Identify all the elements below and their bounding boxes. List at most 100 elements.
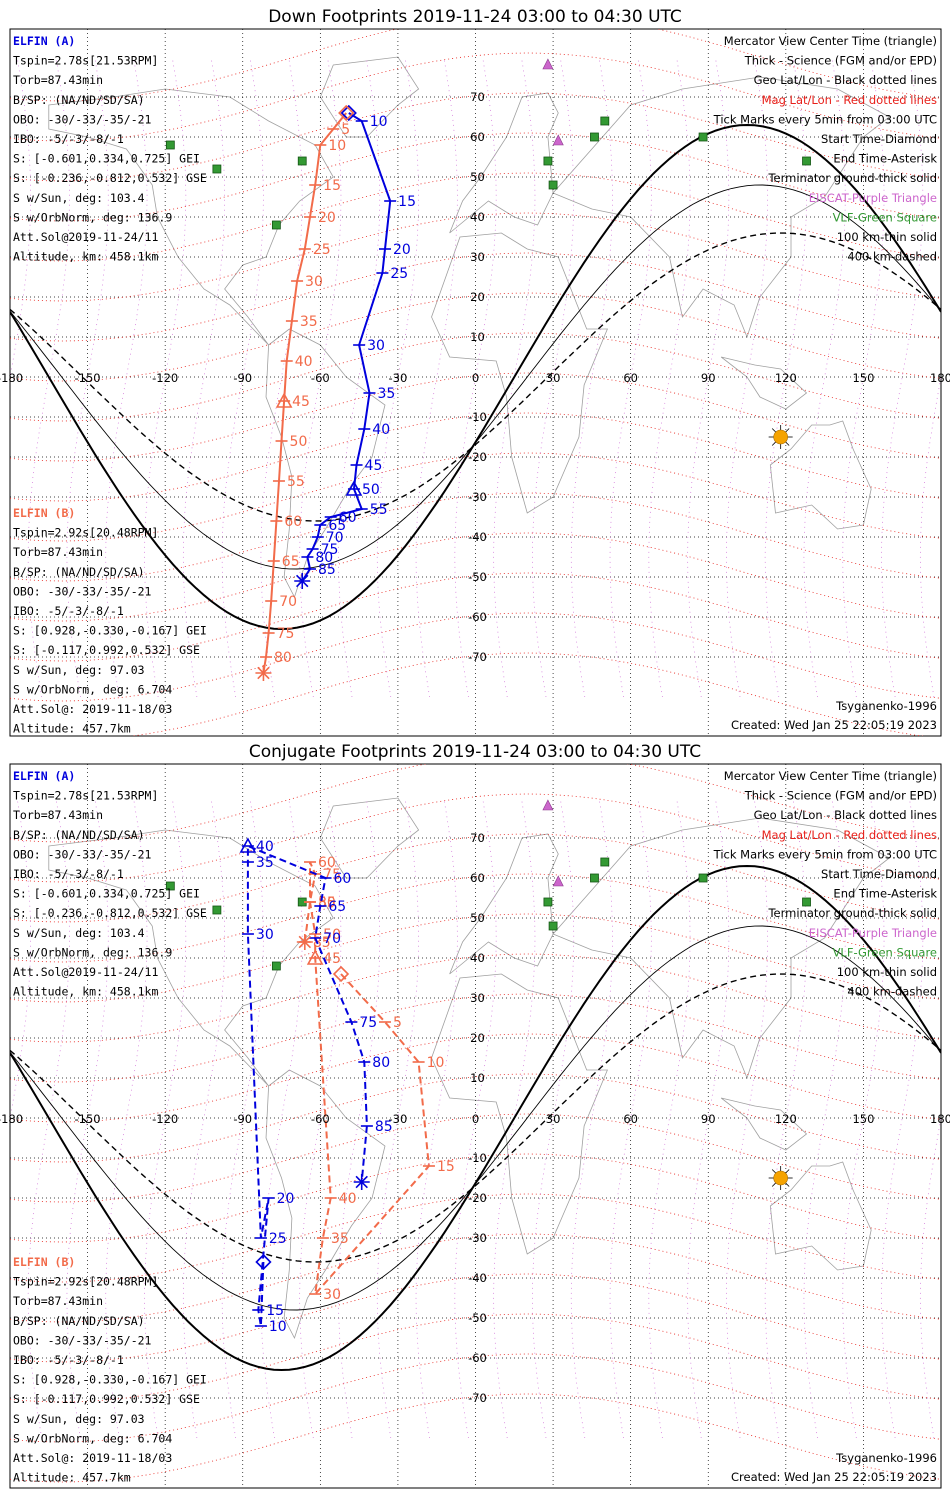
legend-entry: VLF-Green Square [833,210,937,224]
elfin-a-time-label: 30 [256,927,274,943]
elfin-a-info-line: S: [-0.601,0.334,0.725] GEI [13,887,200,901]
elfin-b-time-label: 30 [323,1287,341,1303]
coastline-6 [319,797,420,879]
elfin-b-info-line: Att.Sol@: 2019-11-18/03 [13,702,172,716]
lat-tick-label: 60 [470,130,485,144]
subsolar-sun-icon [773,1170,788,1186]
elfin-b-info-line: S w/Sun, deg: 97.03 [13,663,145,677]
legend-entry: VLF-Green Square [833,945,937,959]
elfin-a-info-line: IBO: -5/-3/-8/-1 [13,867,124,881]
legend-entry: EISCAT-Purple Triangle [809,191,937,205]
vlf-station-icon [543,156,553,166]
elfin-a-info-line: Torb=87.43min [13,73,103,87]
elfin-a-info-line: OBO: -30/-33/-35/-21 [13,847,152,861]
legend-entry: EISCAT-Purple Triangle [809,926,937,940]
coastline-4 [552,76,891,339]
elfin-b-time-label: 40 [295,354,313,370]
elfin-a-info-line: S: [-0.236,-0.812,0.532] GSE [13,906,207,920]
vlf-station-icon [698,132,708,142]
elfin-b-time-label: 5 [341,122,350,138]
coastline-5 [769,1161,872,1271]
vlf-station-icon [165,140,175,150]
mag-parallel [10,1273,941,1363]
elfin-b-time-label: 30 [305,274,323,290]
coastline-3 [431,973,608,1255]
created-timestamp: Created: Wed Jan 25 22:05:19 2023 [731,1470,937,1484]
vlf-station-icon [590,132,599,142]
elfin-a-info-line: S w/Sun, deg: 103.4 [13,191,145,205]
eiscat-station-icon [542,58,554,70]
vlf-station-icon [271,220,281,230]
lon-tick-label: 60 [623,1112,638,1126]
elfin-a-time-label: 75 [359,1015,377,1031]
elfin-b-time-label: 10 [328,138,346,154]
elfin-b-info-line: S: [0.928,-0.330,-0.167] GEI [13,624,207,638]
elfin-b-time-label: 40 [339,1191,357,1207]
lat-tick-label: -30 [468,1231,487,1245]
legend-entry: Mercator View Center Time (triangle) [724,769,937,783]
vlf-station-icon [548,921,558,931]
legend-entry: End Time-Asterisk [833,152,937,166]
elfin-b-center-triangle-icon [275,392,293,408]
mag-parallel [10,1353,941,1443]
elfin-b-heading: ELFIN (B) [13,506,75,520]
elfin-a-info-line: Torb=87.43min [13,808,103,822]
lat-tick-label: 10 [470,1071,485,1085]
coastline-2 [449,92,559,234]
elfin-a-time-label: 45 [365,458,383,474]
lat-tick-label: -50 [468,570,487,584]
lat-tick-label: -20 [468,1191,487,1205]
elfin-b-info-line: IBO: -5/-3/-8/-1 [13,604,124,618]
elfin-a-info-line: IBO: -5/-3/-8/-1 [13,132,124,146]
mag-parallel [10,833,941,923]
model-name: Tsyganenko-1996 [835,1451,937,1465]
elfin-a-time-label: 75 [321,542,339,558]
elfin-b-time-label: 70 [279,594,297,610]
vlf-station-icon [600,116,610,126]
elfin-b-time-label: 35 [300,314,318,330]
elfin-b-time-label: 45 [323,951,341,967]
elfin-b-info-line: B/SP: (NA/ND/SD/SA) [13,1314,145,1328]
mag-parallel [10,532,941,622]
elfin-b-time-label: 15 [437,1159,455,1175]
plot-frame [9,28,942,737]
mag-parallel [10,372,941,462]
mag-parallel [10,92,941,182]
mag-parallel [10,52,941,142]
lon-tick-label: -60 [311,371,330,385]
mag-parallel [10,1153,941,1243]
vlf-station-icon [212,164,222,174]
elfin-a-time-label: 35 [377,386,395,402]
elfin-b-time-label: 65 [282,554,300,570]
vlf-station-icon [212,905,222,915]
elfin-b-info-line: OBO: -30/-33/-35/-21 [13,584,152,598]
elfin-a-time-label: 10 [370,114,388,130]
elfin-a-time-label: 30 [367,338,385,354]
elfin-b-time-label: 45 [292,394,310,410]
coastline-4 [552,817,891,1080]
lat-tick-label: 20 [470,1031,485,1045]
terminator-400km [10,973,941,1263]
elfin-b-time-label: 55 [287,474,305,490]
elfin-a-start-diamond-icon [340,104,357,122]
elfin-a-time-label: 65 [328,899,346,915]
mag-parallel [10,332,941,422]
lon-tick-label: 30 [546,371,561,385]
mag-parallel [10,1113,941,1203]
lat-tick-label: -40 [468,530,487,544]
mag-parallel [10,1193,941,1283]
terminator-100km [10,184,941,570]
terminator-100km [10,925,941,1311]
elfin-b-info-line: Tspin=2.92s[20.48RPM] [13,526,158,540]
mag-parallel [10,1233,941,1323]
mag-parallel [10,793,941,883]
elfin-b-info-line: B/SP: (NA/ND/SD/SA) [13,565,145,579]
coastline-7 [720,1097,808,1151]
elfin-b-time-label: 75 [277,626,295,642]
elfin-a-info-line: OBO: -30/-33/-35/-21 [13,112,152,126]
vlf-station-icon [600,857,610,867]
lat-tick-label: 50 [470,170,485,184]
coastline-5 [769,420,872,530]
elfin-a-time-label: 55 [370,502,388,518]
